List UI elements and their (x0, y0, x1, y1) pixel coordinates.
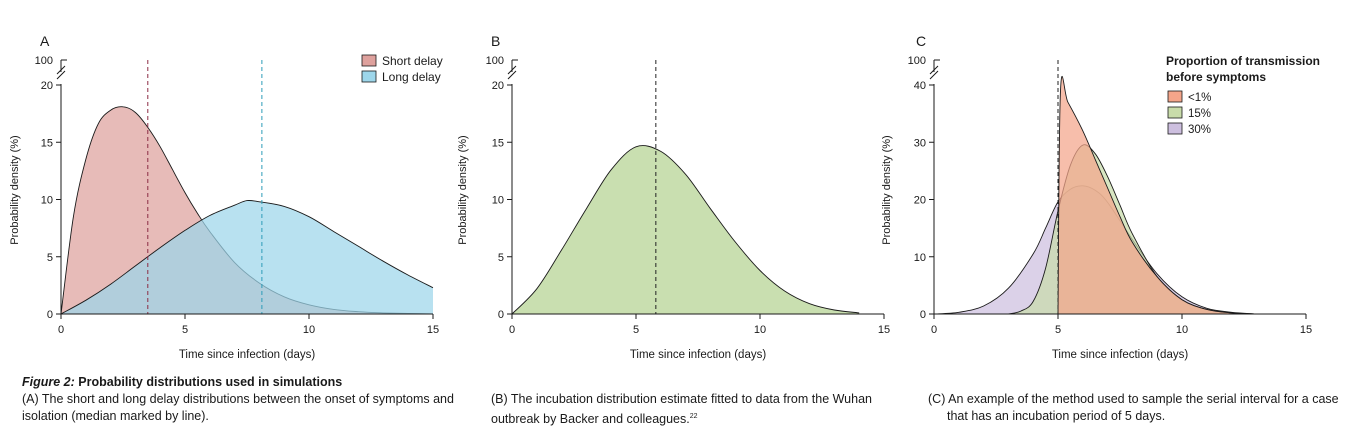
legend-title-line1: Proportion of transmission (1166, 54, 1320, 68)
panel-letter: A (40, 33, 50, 49)
y-tick-label: 15 (41, 137, 53, 149)
legend-label: 15% (1188, 108, 1211, 120)
legend-swatch (1167, 122, 1183, 135)
series-line-<1% (1057, 75, 1257, 315)
legend-swatch (361, 54, 377, 67)
caption-b: (B) The incubation distribution estimate… (491, 391, 911, 428)
caption-c-line1: (C) An example of the method used to sam… (928, 392, 1339, 406)
y-tick-label: 20 (914, 195, 926, 207)
y-tick-label: 5 (498, 252, 504, 264)
axis-break-marker (507, 65, 517, 80)
y-break-label: 100 (35, 55, 53, 67)
caption-b-reference: 22 (689, 413, 698, 420)
panel-c: C 100 0 10 20 30 40 0 5 10 15 Time since infection … (881, 33, 1320, 361)
y-break-label: 100 (486, 55, 504, 67)
legend-swatch (361, 70, 377, 83)
caption-a: (A) The short and long delay distributio… (22, 392, 454, 423)
y-tick-label: 0 (498, 309, 504, 321)
x-tick-label: 15 (1300, 324, 1312, 336)
y-axis-label: Probability density (%) (881, 135, 893, 244)
y-tick-label: 15 (492, 137, 504, 149)
series-area-incubation (512, 145, 860, 314)
y-break-label: 100 (908, 55, 926, 67)
y-tick-label: 20 (41, 80, 53, 92)
legend-label: <1% (1188, 92, 1211, 104)
x-tick-label: 10 (1176, 324, 1188, 336)
y-tick-label: 20 (492, 80, 504, 92)
y-tick-label: 5 (47, 252, 53, 264)
legend-swatch (1167, 106, 1183, 119)
legend-label: Long delay (382, 70, 441, 84)
caption-c: (C) An example of the method used to sam… (928, 391, 1348, 425)
axis-break-marker (929, 65, 939, 80)
figure-caption-title: Figure 2: Probability distributions used… (22, 374, 342, 391)
x-tick-label: 15 (427, 324, 439, 336)
y-tick-label: 0 (920, 309, 926, 321)
legend-title-line2: before symptoms (1166, 70, 1266, 84)
caption-c-line2: that has an incubation period of 5 days. (947, 409, 1166, 423)
series-line-incubation (511, 145, 860, 315)
panel-letter: B (491, 33, 500, 49)
series-line-Long delay (60, 199, 434, 315)
y-tick-label: 40 (914, 80, 926, 92)
panel-b: B 100 0 5 10 15 20 0 5 10 15 Time since infection (… (457, 33, 890, 361)
panel-letter: C (916, 33, 926, 49)
x-tick-label: 10 (754, 324, 766, 336)
figure-caption-title-text: Probability distributions used in simula… (78, 375, 343, 389)
y-tick-label: 30 (914, 137, 926, 149)
x-tick-label: 5 (182, 324, 188, 336)
x-tick-label: 0 (931, 324, 937, 336)
legend-swatch (1167, 90, 1183, 103)
x-axis-label: Time since infection (days) (1052, 349, 1189, 361)
axis-break-marker (56, 65, 66, 80)
x-axis-label: Time since infection (days) (179, 349, 316, 361)
figure-caption-label: Figure 2: (22, 375, 75, 389)
y-tick-label: 10 (914, 252, 926, 264)
y-tick-label: 10 (492, 195, 504, 207)
x-tick-label: 5 (1055, 324, 1061, 336)
x-tick-label: 5 (633, 324, 639, 336)
y-axis-label: Probability density (%) (457, 135, 469, 244)
x-axis-label: Time since infection (days) (630, 349, 767, 361)
series-area-Long delay (61, 200, 433, 314)
x-tick-label: 15 (878, 324, 890, 336)
x-tick-label: 0 (509, 324, 515, 336)
caption-b-text: (B) The incubation distribution estimate… (491, 392, 872, 427)
y-axis-label: Probability density (%) (9, 135, 21, 244)
x-tick-label: 10 (303, 324, 315, 336)
y-tick-label: 0 (47, 309, 53, 321)
series-area-<1% (1058, 76, 1257, 315)
y-tick-label: 10 (41, 195, 53, 207)
panel-a: A 100 0 5 10 15 20 0 5 10 15 Time since infection (… (9, 33, 443, 361)
legend-label: Short delay (382, 54, 443, 68)
x-tick-label: 0 (58, 324, 64, 336)
legend-label: 30% (1188, 124, 1211, 136)
